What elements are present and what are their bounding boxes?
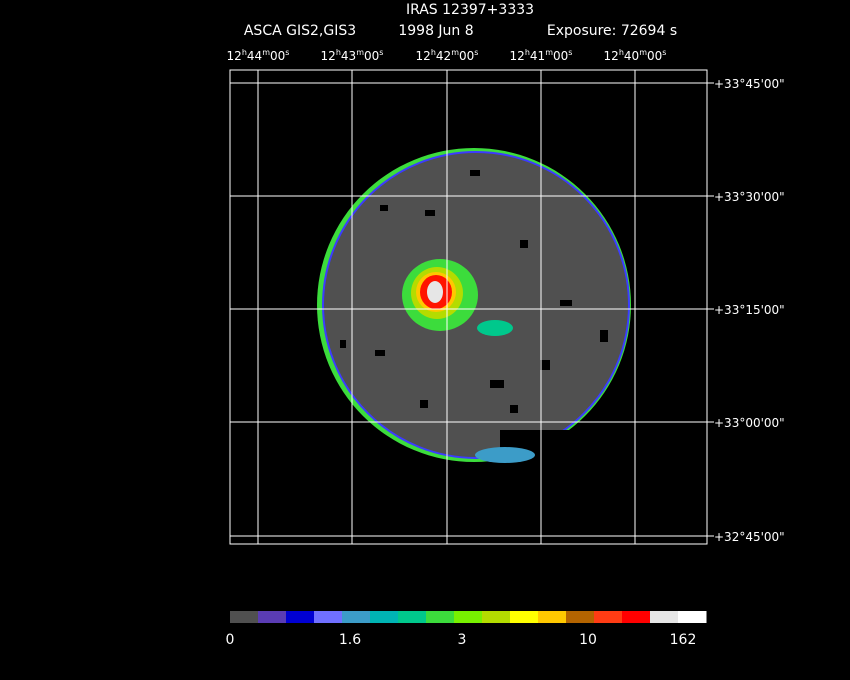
- colorbar-segment: [594, 611, 623, 623]
- colorbar-segment: [650, 611, 679, 623]
- ra-unit: s: [662, 48, 666, 57]
- ra-value: 12: [227, 49, 242, 63]
- ra-unit: s: [285, 48, 289, 57]
- ra-unit: h: [525, 48, 530, 57]
- ra-label: 12h41m00s: [510, 48, 573, 63]
- instrument: ASCA GIS2,GIS3: [244, 23, 356, 39]
- ra-value: 00: [647, 49, 662, 63]
- ra-unit: h: [336, 48, 341, 57]
- dec-label: +33°00'00": [714, 416, 785, 430]
- ra-unit: h: [431, 48, 436, 57]
- colorbar-label: 10: [579, 632, 597, 648]
- colorbar-segment: [566, 611, 595, 623]
- colorbar-segment: [370, 611, 399, 623]
- ra-unit: s: [379, 48, 383, 57]
- ra-unit: s: [568, 48, 572, 57]
- colorbar-segment: [482, 611, 511, 623]
- ra-value: 40: [624, 49, 639, 63]
- ra-value: 00: [459, 49, 474, 63]
- colorbar-label: 1.6: [339, 632, 361, 648]
- ra-label: 12h44m00s: [227, 48, 290, 63]
- ra-label: 12h40m00s: [604, 48, 667, 63]
- colorbar-segment: [258, 611, 287, 623]
- ra-label: 12h43m00s: [321, 48, 384, 63]
- ra-value: 42: [436, 49, 451, 63]
- exposure: Exposure: 72694 s: [547, 23, 677, 39]
- dec-label: +33°45'00": [714, 77, 785, 91]
- ra-value: 12: [416, 49, 431, 63]
- faint-region: [475, 447, 535, 463]
- specks: [340, 170, 608, 413]
- sky-image: [317, 148, 640, 490]
- ra-value: 00: [364, 49, 379, 63]
- ra-value: 43: [341, 49, 356, 63]
- ra-unit: m: [545, 48, 553, 57]
- colorbar-label: 3: [458, 632, 467, 648]
- ra-unit: s: [474, 48, 478, 57]
- ra-value: 12: [510, 49, 525, 63]
- source-peak: [427, 281, 443, 303]
- colorbar-segment: [286, 611, 315, 623]
- colorbar-segment: [538, 611, 567, 623]
- colorbar-segment: [314, 611, 343, 623]
- ra-unit: m: [262, 48, 270, 57]
- ra-unit: h: [242, 48, 247, 57]
- dec-label: +33°15'00": [714, 303, 785, 317]
- ra-value: 00: [270, 49, 285, 63]
- colorbar-segment: [342, 611, 371, 623]
- axis-labels: 12h44m00s 12h43m00s 12h42m00s 12h41m00s 12h4…: [227, 48, 785, 544]
- ra-value: 41: [530, 49, 545, 63]
- ra-unit: m: [356, 48, 364, 57]
- colorbar-label: 162: [670, 632, 697, 648]
- colorbar-segment: [454, 611, 483, 623]
- ra-value: 12: [604, 49, 619, 63]
- date: 1998 Jun 8: [398, 23, 473, 39]
- ra-unit: m: [639, 48, 647, 57]
- coordinate-grid: [229, 69, 708, 545]
- ra-unit: m: [451, 48, 459, 57]
- dec-label: +33°30'00": [714, 190, 785, 204]
- colorbar-segment: [622, 611, 651, 623]
- ra-label: 12h42m00s: [416, 48, 479, 63]
- ra-value: 00: [553, 49, 568, 63]
- colorbar-segment: [678, 611, 707, 623]
- ra-unit: h: [619, 48, 624, 57]
- colorbar: 0 1.6 3 10 162: [226, 611, 707, 648]
- colorbar-segment: [426, 611, 455, 623]
- dec-label: +32°45'00": [714, 530, 785, 544]
- title: IRAS 12397+3333: [406, 2, 534, 18]
- colorbar-segment: [510, 611, 539, 623]
- ra-value: 44: [247, 49, 262, 63]
- colorbar-segment: [230, 611, 259, 623]
- secondary-source: [477, 320, 513, 336]
- ra-value: 12: [321, 49, 336, 63]
- colorbar-segment: [398, 611, 427, 623]
- colorbar-label: 0: [226, 632, 235, 648]
